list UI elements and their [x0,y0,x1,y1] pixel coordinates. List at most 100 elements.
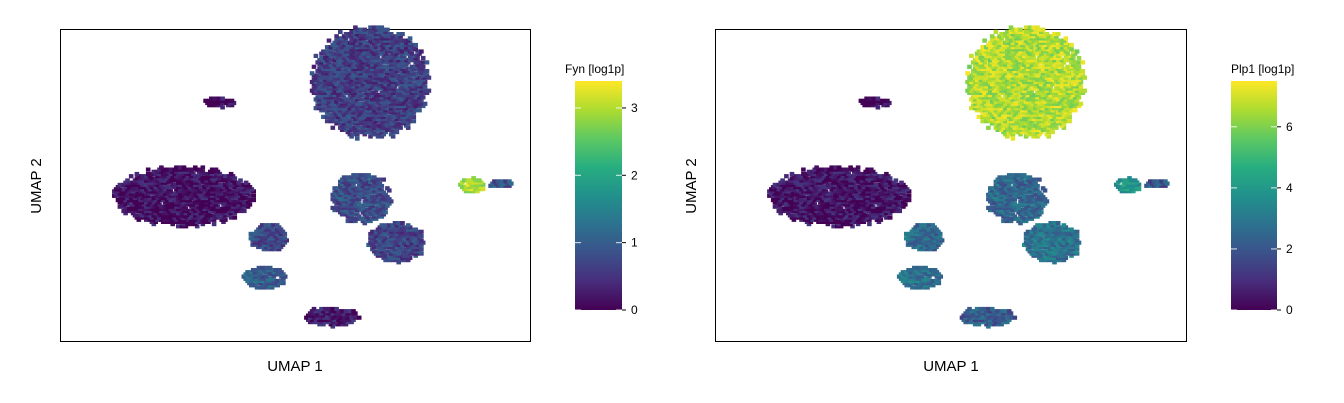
hex-bin [1033,45,1038,50]
hex-bin [364,130,369,135]
hex-bin [355,208,360,213]
hex-bin [419,88,424,93]
hex-bin [321,322,326,327]
hex-bin [1012,95,1018,100]
hex-bin [223,200,228,205]
hex-bin [347,58,353,63]
hex-bin [345,47,351,52]
hex-bin [1027,51,1033,56]
hex-bin [372,51,377,56]
hex-bin [1071,84,1076,89]
hex-bin [1027,121,1033,126]
hex-bin [168,211,174,216]
hex-bin [1003,119,1008,124]
hex-bin [400,88,405,93]
hex-bin [417,249,422,254]
hex-bin [806,169,812,174]
hex-bin [339,194,345,200]
hex-bin [1065,112,1070,117]
hex-bin [372,175,377,180]
hex-bin [202,171,207,177]
hex-bin [1065,42,1070,48]
hex-bin [1020,34,1025,39]
hex-bin [882,213,887,218]
hex-bin [338,311,343,316]
hex-bin [1031,69,1036,74]
hex-bin [176,180,181,185]
hex-bin [198,185,204,190]
hex-bin [1046,90,1052,95]
hex-bin [1001,103,1006,109]
hex-bin [179,193,185,198]
hex-bin [323,90,328,95]
hex-bin [339,123,345,128]
hex-bin [999,97,1004,102]
hex-bin [351,114,356,119]
hex-bin [210,103,216,108]
hex-bin [336,119,341,124]
hex-bin [364,184,369,189]
hex-bin [461,178,467,183]
hex-bin [1014,208,1019,213]
hex-bin [1001,60,1006,65]
hex-bin [767,193,772,198]
hex-bin [848,191,853,196]
hex-bin [838,215,844,220]
hex-bin [281,272,286,277]
hex-bin [814,213,819,218]
hex-bin [396,238,401,243]
hex-bin [383,69,388,74]
hex-bin [396,114,401,119]
hex-bin [823,202,829,207]
hex-bin [387,197,392,202]
hex-bin [355,101,360,106]
hex-bin [373,123,379,128]
hex-bin [245,200,251,205]
hex-bin [375,197,381,202]
hex-bin [164,193,170,198]
hex-bin [273,242,278,247]
hex-bin [882,187,887,192]
hex-bin [164,167,170,172]
hex-bin [390,103,396,109]
hex-bin [187,202,192,207]
hex-bin [415,58,420,63]
hex-bin [277,272,282,277]
hex-bin [358,79,364,85]
hex-bin [1063,66,1069,71]
hex-bin [211,213,217,218]
hex-bin [377,49,383,54]
hex-bin [874,217,880,222]
hex-bin [989,82,995,87]
hex-bin [884,202,889,207]
hex-bin [375,25,381,30]
hex-bin [394,121,400,126]
hex-bin [351,317,356,322]
hex-bin [349,42,354,48]
hex-bin [865,167,870,172]
hex-bin [385,75,390,80]
hex-bin [334,64,339,69]
hex-bin [997,112,1002,117]
hex-bin [1014,58,1019,63]
hex-bin [179,211,185,216]
hex-bin [1025,114,1031,119]
hex-bin [242,191,247,196]
hex-bin [1029,49,1035,54]
hex-bin [330,99,336,104]
hex-bin [415,79,420,85]
cluster-top-right-large [309,25,432,141]
hex-bin [225,103,231,108]
hex-bin [1039,90,1044,95]
hex-bin [986,197,991,202]
hex-bin [1005,29,1010,34]
hex-bin [326,47,332,52]
hex-bin [1055,238,1061,243]
hex-bin [1059,255,1065,260]
hex-bin [859,187,865,192]
hex-bin [404,62,409,67]
hex-bin [895,202,901,207]
hex-bin [1037,49,1042,54]
hex-bin [818,187,823,192]
